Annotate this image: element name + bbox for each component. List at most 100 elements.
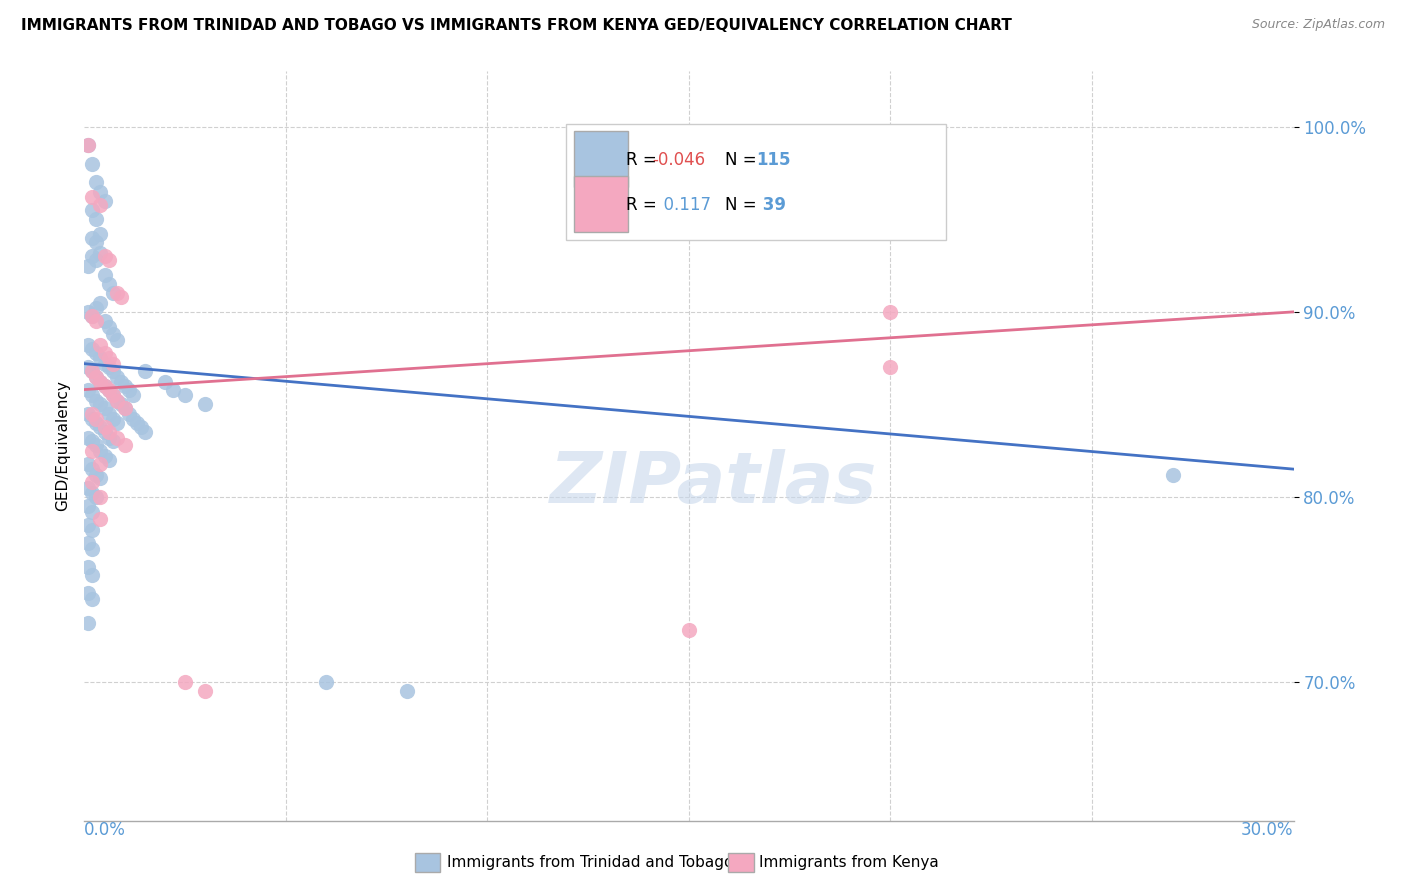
Point (82, 388, 104, 402)
Text: N =: N = (725, 151, 762, 169)
Point (101, 388, 124, 402)
Point (82, 249, 104, 263)
Point (89, 338, 111, 352)
Point (77, 457, 100, 471)
Point (134, 364, 156, 378)
Point (77, 259, 100, 273)
Point (93, 401, 115, 415)
Point (86, 345, 108, 359)
Point (101, 412, 124, 426)
Point (121, 412, 143, 426)
Point (105, 416, 128, 430)
Text: N =: N = (725, 195, 762, 214)
Point (89, 375, 111, 389)
Point (114, 401, 136, 415)
Point (82, 523, 104, 537)
Text: Source: ZipAtlas.com: Source: ZipAtlas.com (1251, 18, 1385, 31)
Point (89, 351, 111, 365)
Point (101, 364, 124, 378)
Point (89, 457, 111, 471)
Point (86, 369, 108, 384)
Point (105, 369, 128, 384)
Point (93, 314, 115, 328)
Point (97, 360, 120, 375)
Point (82, 407, 104, 421)
Point (89, 295, 111, 310)
Point (89, 397, 111, 411)
Point (77, 407, 100, 421)
Point (134, 425, 156, 439)
Point (110, 397, 132, 411)
Point (86, 416, 108, 430)
Point (86, 253, 108, 268)
Point (93, 268, 115, 282)
Point (77, 517, 100, 532)
Point (97, 453, 120, 467)
Point (121, 388, 143, 402)
Point (93, 379, 115, 393)
Point (97, 431, 120, 445)
Point (89, 443, 111, 458)
Point (194, 684, 217, 698)
Point (77, 338, 100, 352)
Point (77, 360, 100, 375)
Point (97, 407, 120, 421)
Point (118, 383, 141, 397)
Point (105, 431, 128, 445)
Point (101, 327, 124, 342)
Text: ZIPatlas: ZIPatlas (550, 449, 877, 518)
Point (93, 357, 115, 371)
Point (89, 471, 111, 485)
Text: R =: R = (626, 151, 662, 169)
Point (105, 393, 128, 408)
Point (678, 623, 700, 637)
Point (77, 383, 100, 397)
Point (86, 412, 108, 426)
Point (86, 175, 108, 189)
Point (77, 560, 100, 574)
Point (174, 674, 197, 689)
Point (101, 357, 124, 371)
Text: Immigrants from Trinidad and Tobago: Immigrants from Trinidad and Tobago (447, 855, 734, 870)
Point (86, 212, 108, 227)
Point (97, 253, 120, 268)
Point (101, 434, 124, 449)
Point (97, 383, 120, 397)
Point (89, 227, 111, 242)
Point (77, 138, 100, 153)
Point (86, 235, 108, 249)
Point (89, 197, 111, 211)
Point (82, 190, 104, 204)
Point (86, 467, 108, 482)
Point (82, 475, 104, 489)
Text: -0.046: -0.046 (652, 151, 706, 169)
Point (110, 290, 132, 304)
Point (77, 499, 100, 513)
Point (114, 379, 136, 393)
Point (77, 138, 100, 153)
Point (77, 481, 100, 495)
Point (82, 505, 104, 519)
Point (86, 314, 108, 328)
Point (82, 231, 104, 245)
Point (114, 438, 136, 452)
Point (82, 567, 104, 582)
Text: 0.0%: 0.0% (84, 821, 127, 838)
Point (93, 194, 115, 208)
Point (77, 305, 100, 319)
Point (97, 425, 120, 439)
Point (118, 407, 141, 421)
Point (879, 360, 901, 375)
FancyBboxPatch shape (574, 177, 628, 233)
Point (89, 512, 111, 526)
Point (77, 536, 100, 550)
Point (110, 375, 132, 389)
Point (315, 674, 337, 689)
Point (82, 486, 104, 500)
Point (82, 364, 104, 378)
Point (105, 333, 128, 347)
Point (174, 388, 197, 402)
Point (82, 462, 104, 476)
Point (82, 443, 104, 458)
Text: 30.0%: 30.0% (1241, 821, 1294, 838)
